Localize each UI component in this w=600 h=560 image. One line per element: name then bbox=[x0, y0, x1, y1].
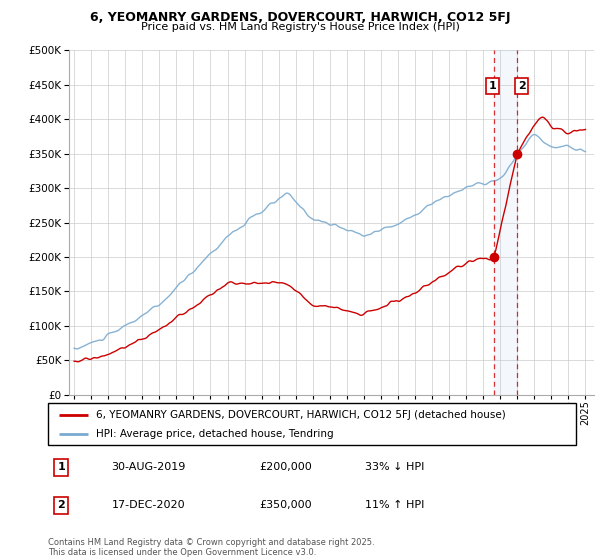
Text: 6, YEOMANRY GARDENS, DOVERCOURT, HARWICH, CO12 5FJ: 6, YEOMANRY GARDENS, DOVERCOURT, HARWICH… bbox=[90, 11, 510, 24]
Bar bbox=[494, 50, 517, 395]
Text: 2: 2 bbox=[518, 81, 526, 91]
Text: 33% ↓ HPI: 33% ↓ HPI bbox=[365, 463, 424, 473]
Text: 30-AUG-2019: 30-AUG-2019 bbox=[112, 463, 186, 473]
Text: £350,000: £350,000 bbox=[259, 500, 312, 510]
Text: 11% ↑ HPI: 11% ↑ HPI bbox=[365, 500, 424, 510]
Text: Price paid vs. HM Land Registry's House Price Index (HPI): Price paid vs. HM Land Registry's House … bbox=[140, 22, 460, 32]
Text: 6, YEOMANRY GARDENS, DOVERCOURT, HARWICH, CO12 5FJ (detached house): 6, YEOMANRY GARDENS, DOVERCOURT, HARWICH… bbox=[95, 409, 505, 419]
Text: HPI: Average price, detached house, Tendring: HPI: Average price, detached house, Tend… bbox=[95, 429, 333, 439]
Text: £200,000: £200,000 bbox=[259, 463, 312, 473]
Text: 17-DEC-2020: 17-DEC-2020 bbox=[112, 500, 185, 510]
Text: 1: 1 bbox=[489, 81, 497, 91]
Text: 1: 1 bbox=[58, 463, 65, 473]
FancyBboxPatch shape bbox=[48, 403, 576, 445]
Text: Contains HM Land Registry data © Crown copyright and database right 2025.
This d: Contains HM Land Registry data © Crown c… bbox=[48, 538, 374, 557]
Text: 2: 2 bbox=[58, 500, 65, 510]
